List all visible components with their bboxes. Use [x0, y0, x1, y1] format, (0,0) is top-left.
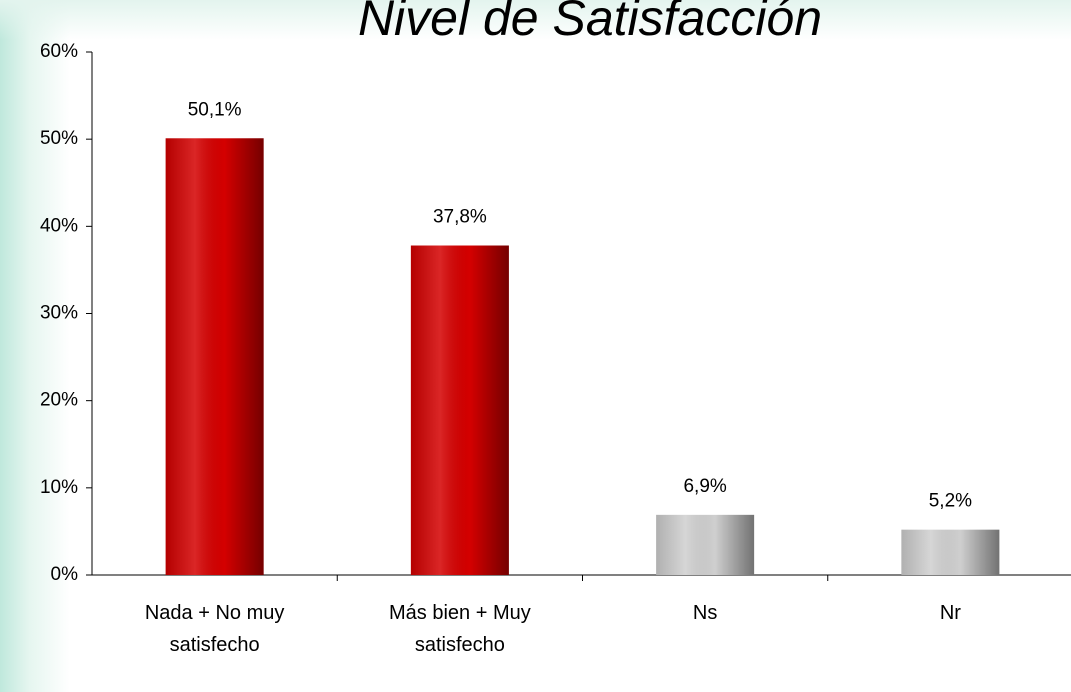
y-tick-label: 60% [40, 41, 78, 62]
x-tick-label: Nr [939, 602, 961, 624]
x-tick-label: Nada + No muy satisfecho [144, 602, 285, 656]
bar-shade [165, 138, 264, 576]
y-tick-label: 0% [51, 564, 79, 585]
chart-title: Nivel de Satisfacción [358, 0, 822, 46]
x-tick-label: Más bien + Muy satisfecho [389, 602, 531, 656]
data-label: 6,9% [683, 476, 726, 497]
y-tick-label: 20% [40, 390, 78, 411]
y-tick-label: 50% [40, 128, 78, 149]
data-label: 37,8% [433, 207, 487, 228]
bar-shade [901, 529, 1000, 575]
y-tick-label: 30% [40, 303, 78, 324]
data-label: 5,2% [929, 491, 972, 512]
bar-shade [410, 245, 509, 575]
x-tick-label: Ns [692, 602, 718, 624]
bar-shade [656, 514, 755, 575]
y-tick-label: 10% [40, 477, 78, 498]
y-tick-label: 40% [40, 215, 78, 236]
data-label: 50,1% [188, 99, 242, 120]
background [0, 0, 1071, 40]
